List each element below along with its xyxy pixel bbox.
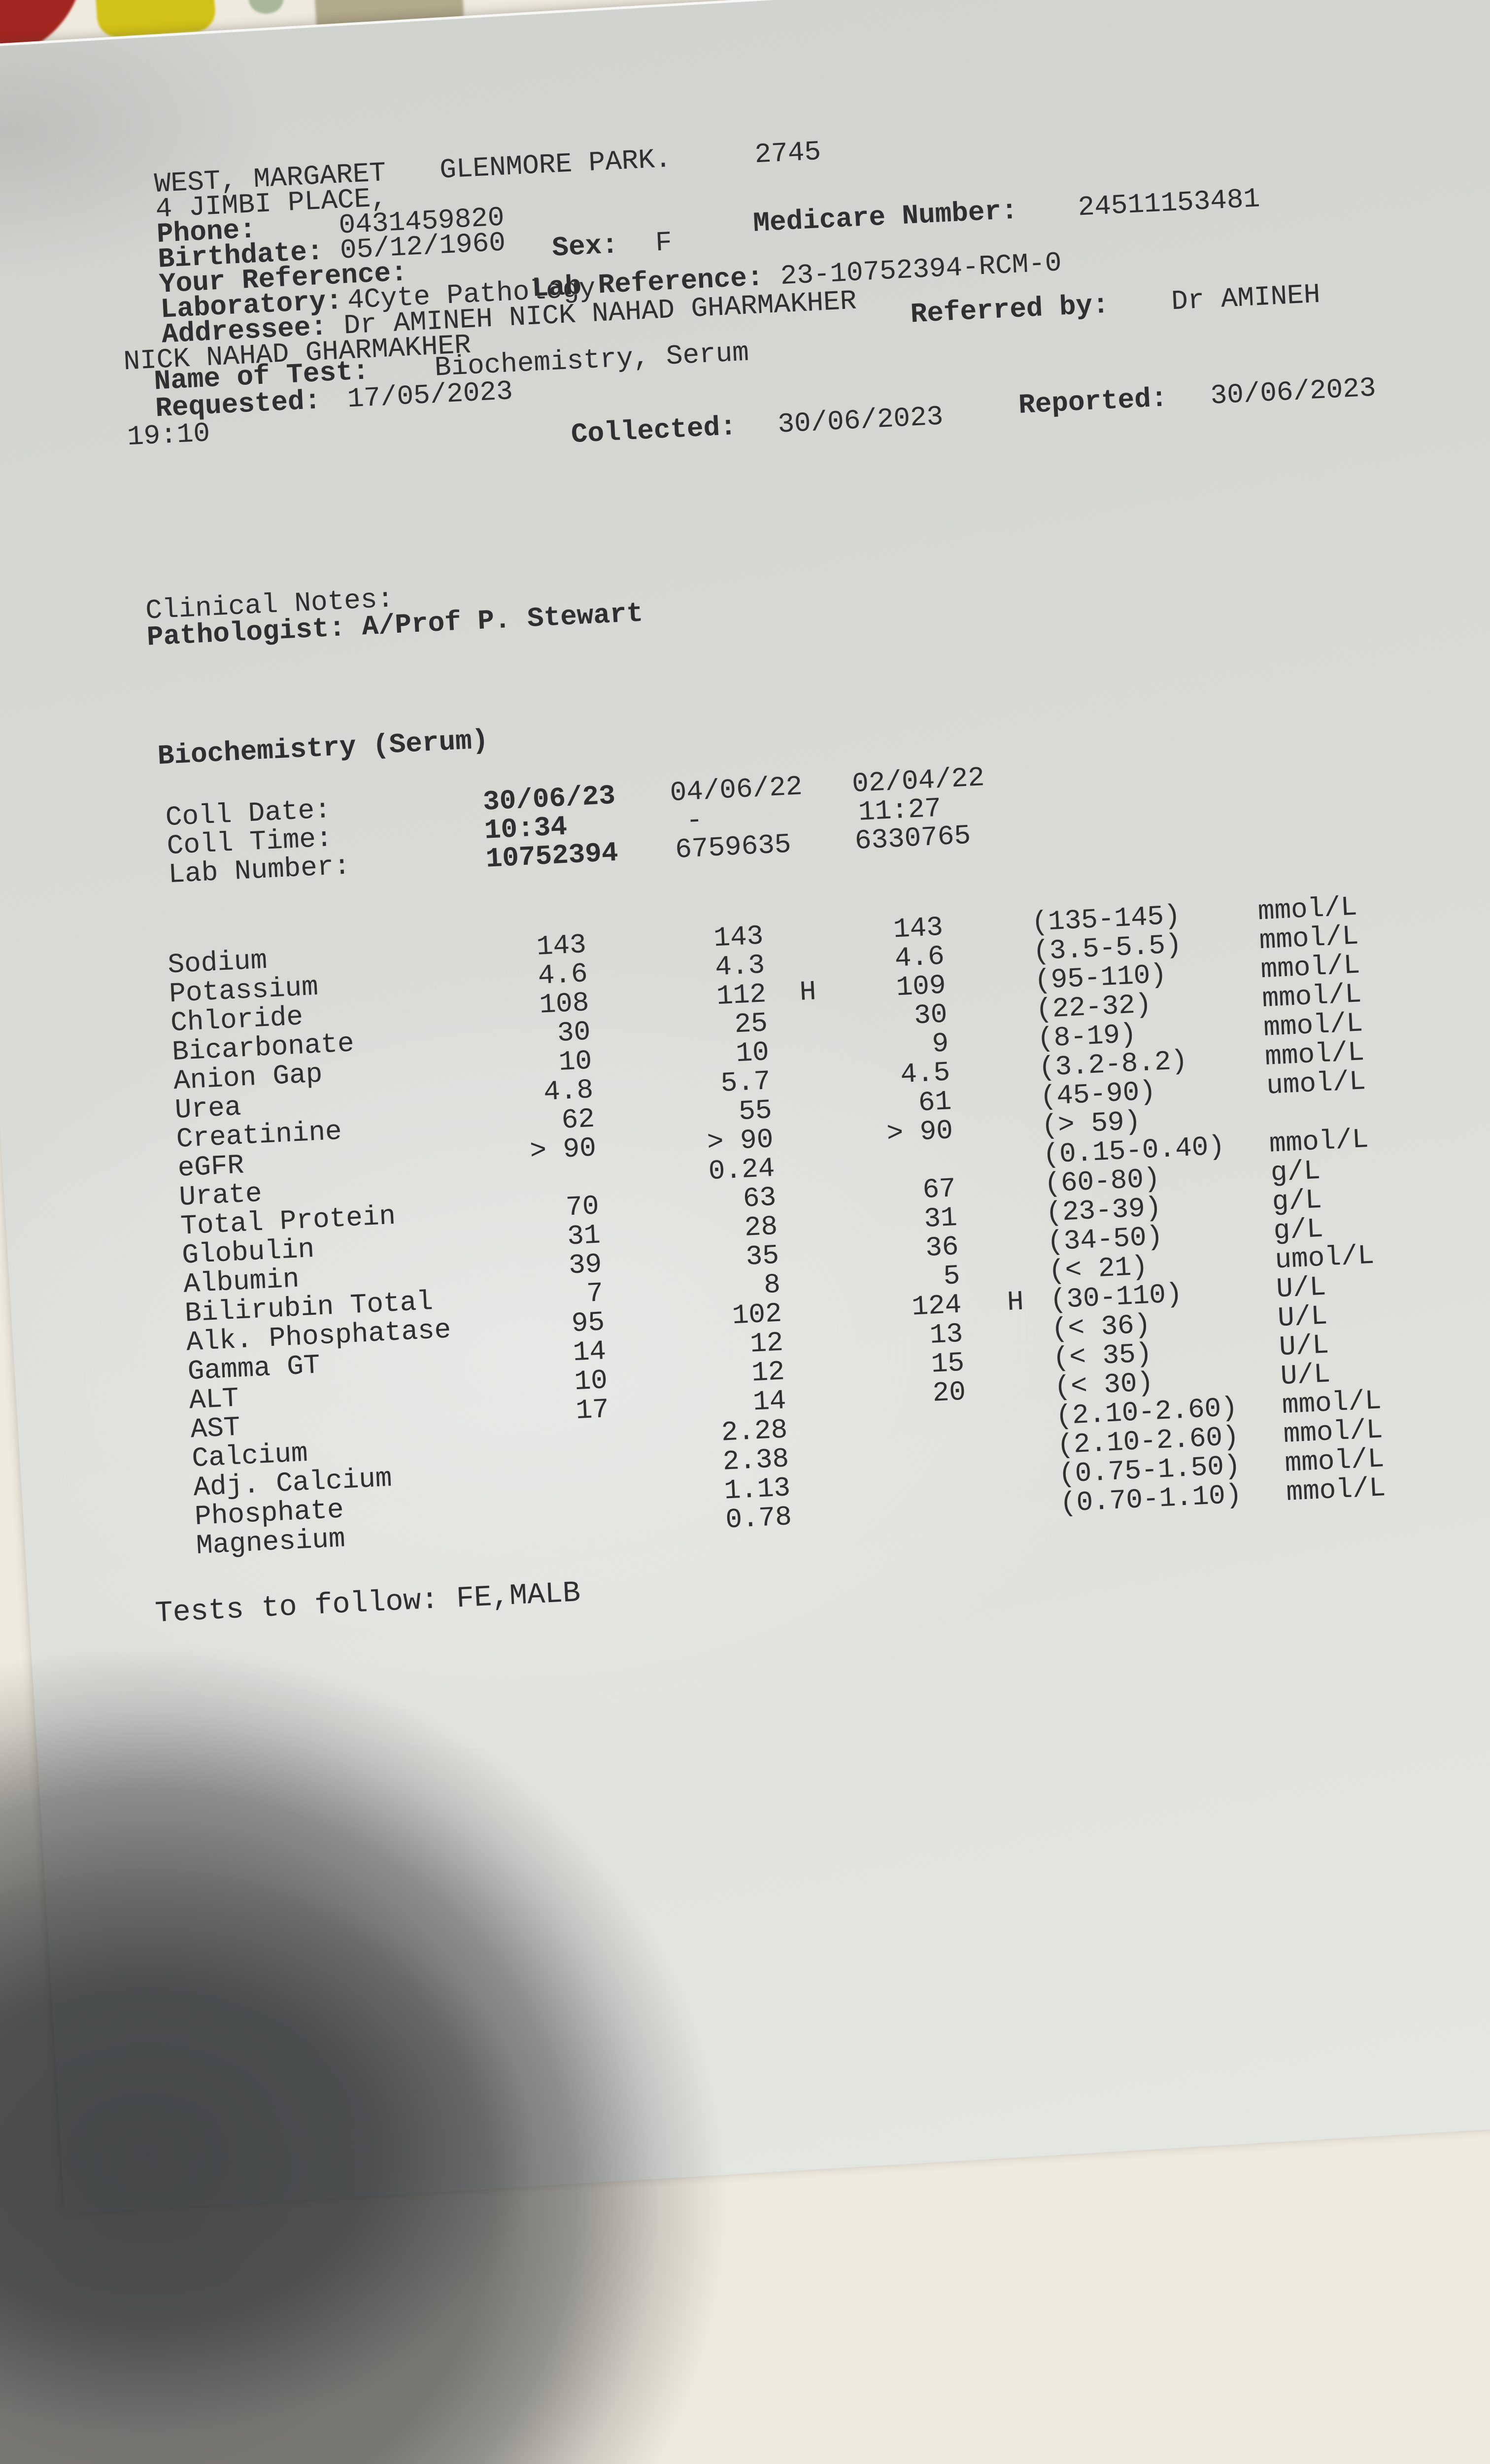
tests-to-follow-label: Tests to follow: — [154, 1583, 440, 1631]
report-content: WEST, MARGARET GLENMORE PARK. 2745 4 JIM… — [10, 0, 1490, 2072]
lab-number-col1: 10752394 — [485, 837, 619, 875]
section-title: Biochemistry (Serum) — [157, 724, 489, 773]
background-green-object — [249, 0, 283, 14]
result-unit: U/L — [1275, 1271, 1327, 1305]
result-unit: g/L — [1273, 1213, 1324, 1247]
result-name: ALT — [188, 1382, 240, 1417]
result-unit: mmol/L — [1286, 1472, 1387, 1508]
result-flag-col3: H — [1006, 1286, 1025, 1319]
tests-to-follow-value: FE,MALB — [455, 1576, 581, 1616]
coll-time-col2: - — [685, 804, 704, 837]
result-name: Magnesium — [195, 1523, 346, 1562]
results-table: Sodium 143 143 143 (135-145) mmol/L Potassium 4… — [54, 878, 1490, 1595]
result-name: AST — [190, 1411, 241, 1446]
result-value-col2: 0.78 — [725, 1501, 793, 1536]
result-unit: g/L — [1271, 1184, 1323, 1218]
lab-number-col3: 6330765 — [854, 820, 972, 857]
patient-header: WEST, MARGARET GLENMORE PARK. 2745 4 JIM… — [16, 98, 1490, 378]
result-unit: g/L — [1270, 1155, 1321, 1189]
result-unit: U/L — [1278, 1329, 1330, 1364]
lab-number-col2: 6759635 — [674, 828, 792, 866]
result-unit: U/L — [1277, 1300, 1328, 1335]
result-unit: U/L — [1280, 1358, 1331, 1393]
